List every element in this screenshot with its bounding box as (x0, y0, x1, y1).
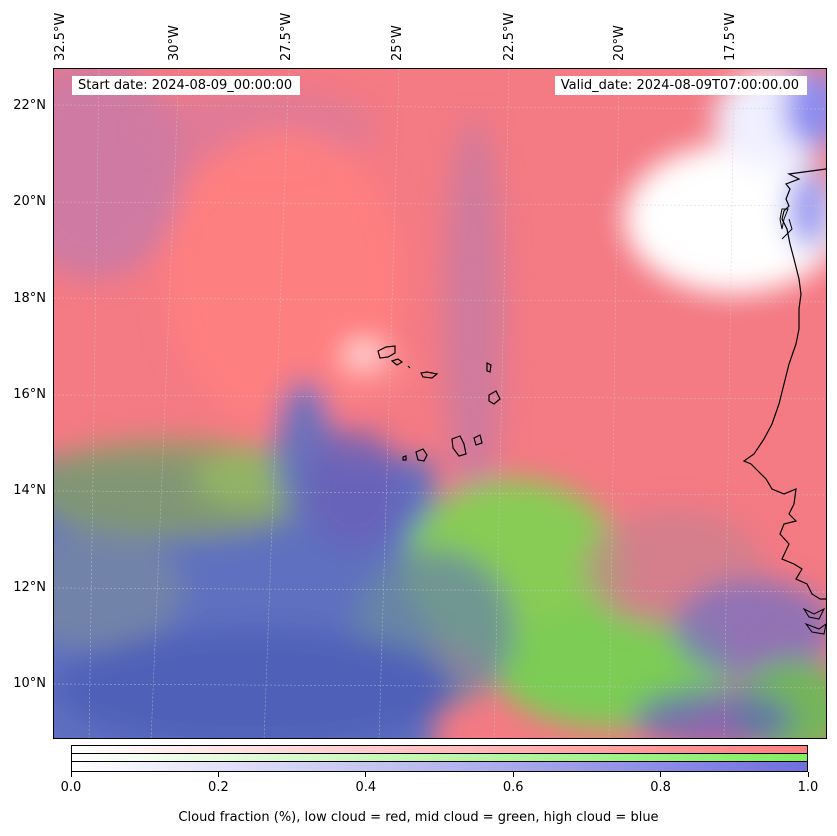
colorbar-tick (70, 772, 72, 777)
longitude-label: 32.5°W (53, 12, 68, 61)
valid-date-label: Valid_date: 2024-08-09T07:00:00.00 (554, 76, 807, 95)
latitude-label: 16°N (13, 387, 46, 402)
latitude-label: 18°N (13, 291, 46, 306)
cloud-blend (54, 69, 826, 738)
colorbar-high-cloud (72, 762, 807, 771)
longitude-label: 22.5°W (502, 12, 517, 61)
colorbar (71, 745, 808, 772)
colorbar-mid-cloud (72, 754, 807, 762)
graticule (54, 69, 826, 738)
colorbar-low-cloud (72, 746, 807, 754)
longitude-label: 20°W (612, 25, 627, 61)
colorbar-tick (512, 772, 514, 777)
start-date-label: Start date: 2024-08-09_00:00:00 (72, 76, 301, 95)
colorbar-tick-label: 0.2 (208, 780, 229, 795)
colorbar-tick-label: 0.6 (502, 780, 524, 795)
latitude-label: 20°N (13, 194, 46, 209)
longitude-label: 17.5°W (723, 12, 738, 61)
africa-coastline (742, 167, 826, 600)
colorbar-tick-label: 0.8 (650, 780, 671, 795)
colorbar-tick (365, 772, 367, 777)
colorbar-tick (217, 772, 219, 777)
colorbar-title: Cloud fraction (%), low cloud = red, mid… (178, 810, 659, 825)
latitude-label: 10°N (13, 676, 46, 691)
latitude-label: 22°N (13, 98, 46, 113)
cloud-fraction-map (53, 68, 827, 739)
colorbar-tick-label: 0.4 (355, 780, 377, 795)
colorbar-tick-label: 0.0 (60, 780, 82, 795)
longitude-label: 25°W (390, 25, 405, 61)
latitude-label: 14°N (13, 483, 46, 498)
colorbar-tick-label: 1.0 (797, 780, 819, 795)
longitude-label: 30°W (167, 25, 182, 61)
colorbar-tick (660, 772, 662, 777)
longitude-label: 27.5°W (279, 12, 294, 61)
cape-verde-islands (377, 345, 501, 462)
map-canvas (54, 69, 826, 738)
colorbar-tick (807, 772, 809, 777)
latitude-label: 12°N (13, 580, 46, 595)
